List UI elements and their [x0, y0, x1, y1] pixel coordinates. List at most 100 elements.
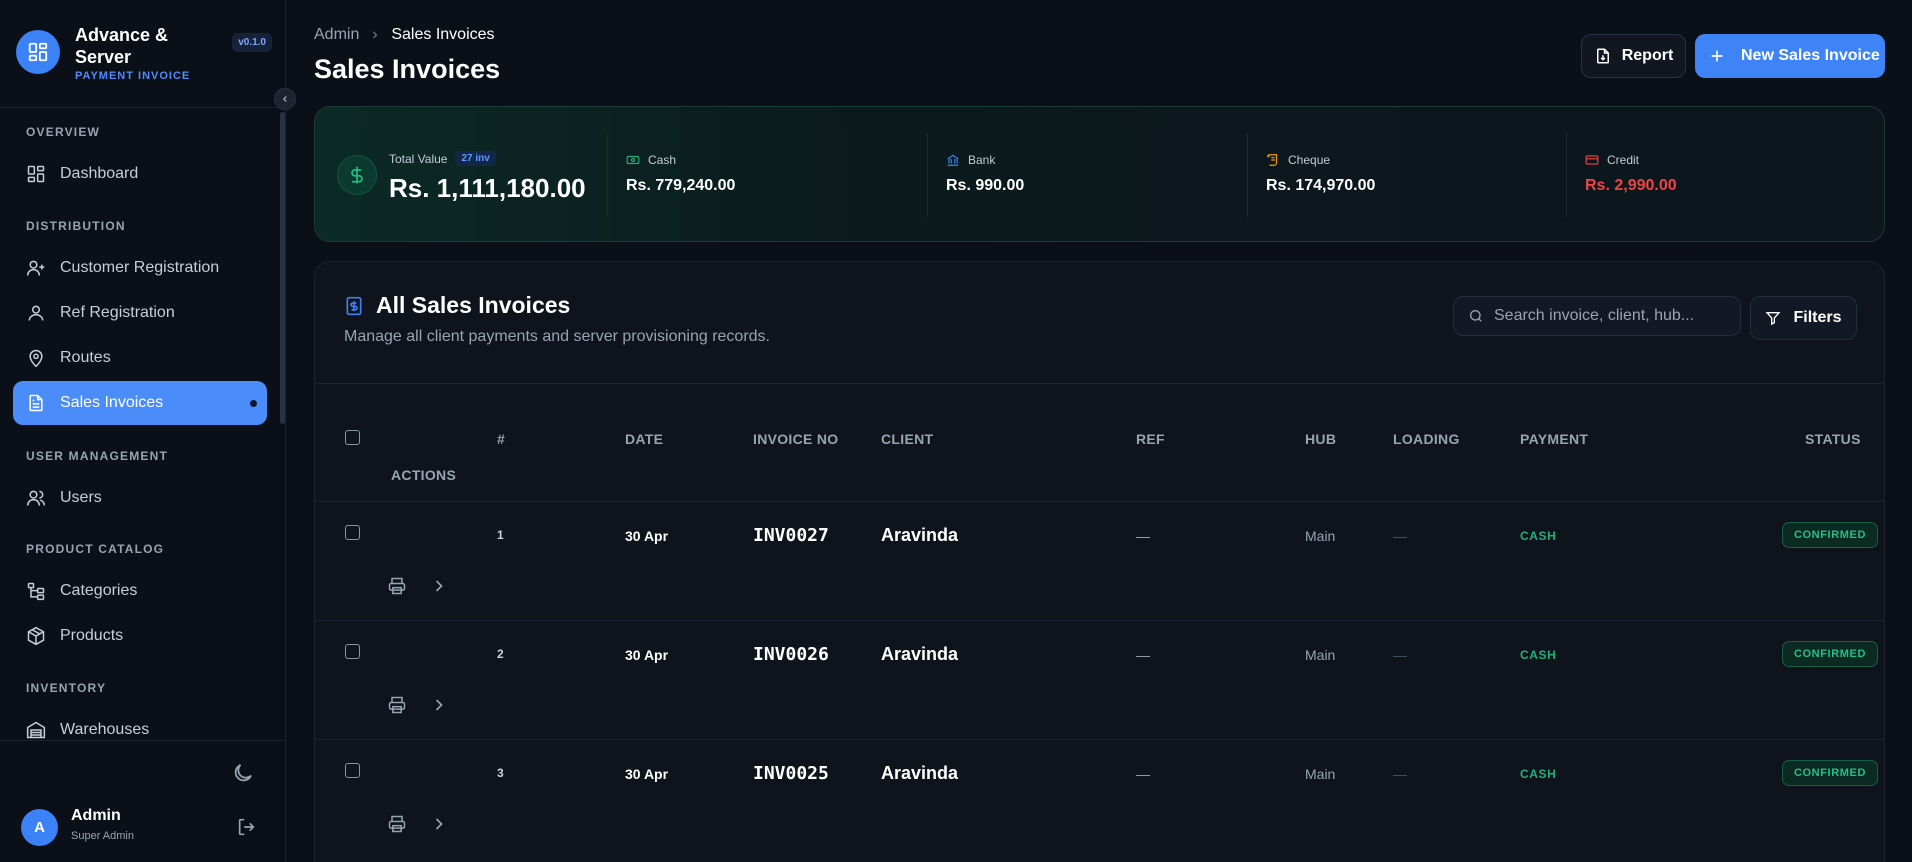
file-text-icon	[29, 394, 43, 412]
column-header-invoice[interactable]: INVOICE NO	[753, 431, 839, 447]
logout-icon[interactable]	[236, 816, 258, 838]
chevron-right-icon[interactable]	[429, 814, 449, 834]
row-ref: —	[1136, 766, 1150, 782]
row-payment: CASH	[1520, 529, 1557, 543]
row-checkbox[interactable]	[345, 525, 360, 540]
sidebar-item-users[interactable]: Users	[13, 476, 267, 520]
sidebar-item-label: Dashboard	[60, 165, 139, 182]
map-pin-icon	[29, 349, 43, 368]
section-title-distribution: DISTRIBUTION	[26, 219, 126, 233]
section-title-inventory: INVENTORY	[26, 681, 107, 695]
status-badge: CONFIRMED	[1782, 760, 1878, 786]
row-divider	[315, 739, 1884, 740]
version-badge: v0.1.0	[232, 33, 272, 52]
search-icon	[1470, 310, 1482, 322]
row-ref: —	[1136, 647, 1150, 663]
sidebar-footer: A Admin Super Admin	[0, 740, 286, 862]
search-box[interactable]	[1453, 296, 1741, 336]
column-header-client[interactable]: CLIENT	[881, 431, 934, 447]
invoices-card: All Sales Invoices Manage all client pay…	[314, 261, 1885, 862]
stat-label: Bank	[946, 153, 995, 167]
avatar[interactable]: A	[21, 809, 58, 846]
sidebar-nav: OVERVIEW Dashboard DISTRIBUTION Customer…	[0, 108, 282, 740]
sidebar-item-categories[interactable]: Categories	[13, 569, 267, 613]
row-num: 2	[497, 647, 504, 661]
chevron-right-icon[interactable]	[429, 576, 449, 596]
chevron-right-icon[interactable]	[429, 695, 449, 715]
sidebar-item-label: Categories	[60, 582, 138, 599]
search-input[interactable]	[1494, 307, 1724, 325]
sidebar-item-ref-registration[interactable]: Ref Registration	[13, 291, 267, 335]
brand[interactable]: Advance & Server PAYMENT INVOICE v0.1.0	[16, 24, 272, 84]
row-date: 30 Apr	[625, 647, 669, 663]
sidebar-item-label: Customer Registration	[60, 259, 220, 276]
sidebar-collapse-button[interactable]	[274, 88, 296, 110]
column-header-date[interactable]: DATE	[625, 431, 664, 447]
sidebar-item-label: Sales Invoices	[60, 394, 164, 411]
new-sales-invoice-button[interactable]: New Sales Invoice	[1695, 34, 1885, 78]
brand-name: Advance & Server	[75, 25, 169, 67]
sidebar-item-label: Users	[60, 489, 102, 506]
row-ref: —	[1136, 528, 1150, 544]
total-value: Rs. 1,111,180.00	[389, 173, 586, 203]
printer-icon[interactable]	[387, 814, 407, 834]
row-hub: Main	[1305, 766, 1336, 782]
report-button[interactable]: Report	[1581, 34, 1686, 78]
row-num: 1	[497, 528, 504, 542]
stat-value: Rs. 174,970.00	[1266, 177, 1376, 194]
card-divider	[315, 383, 1884, 384]
row-checkbox[interactable]	[345, 763, 360, 778]
users-icon	[26, 490, 46, 506]
filters-button[interactable]: Filters	[1750, 296, 1857, 340]
row-client: Aravinda	[881, 644, 959, 664]
row-payment: CASH	[1520, 648, 1557, 662]
breadcrumb-root[interactable]: Admin	[314, 26, 360, 43]
chevron-left-icon	[282, 96, 287, 102]
sidebar-item-warehouses[interactable]: Warehouses	[13, 708, 267, 740]
status-badge: CONFIRMED	[1782, 522, 1878, 548]
card-title: All Sales Invoices	[344, 292, 570, 319]
column-header-num[interactable]: #	[497, 431, 506, 447]
stat-label: Cash	[626, 153, 676, 167]
row-divider	[315, 620, 1884, 621]
stat-value: Rs. 990.00	[946, 177, 1025, 194]
row-loading: —	[1393, 647, 1407, 663]
moon-icon[interactable]	[231, 761, 255, 785]
sidebar-item-customer-registration[interactable]: Customer Registration	[13, 246, 267, 290]
stat-value: Rs. 2,990.00	[1585, 177, 1677, 194]
sidebar-scrollbar[interactable]	[280, 112, 285, 424]
banknote-icon	[626, 155, 640, 165]
column-header-actions: ACTIONS	[391, 467, 457, 483]
brand-divider	[0, 107, 286, 108]
sidebar-item-sales-invoices[interactable]: Sales Invoices	[13, 381, 267, 425]
user-plus-icon	[26, 260, 45, 276]
credit-card-icon	[1585, 155, 1599, 165]
user-name: Admin	[71, 807, 121, 824]
sidebar-item-products[interactable]: Products	[13, 614, 267, 658]
stat-bank: Bank Rs. 990.00	[927, 133, 1247, 217]
payment-summary: Total Value 27 inv Rs. 1,111,180.00 Cash…	[314, 106, 1885, 242]
column-header-loading[interactable]: LOADING	[1393, 431, 1460, 447]
column-header-ref[interactable]: REF	[1136, 431, 1165, 447]
column-header-payment[interactable]: PAYMENT	[1520, 431, 1589, 447]
row-num: 3	[497, 766, 504, 780]
printer-icon[interactable]	[387, 695, 407, 715]
file-download-icon	[1596, 48, 1609, 64]
row-client: Aravinda	[881, 763, 959, 783]
column-header-status[interactable]: STATUS	[1805, 431, 1861, 447]
row-loading: —	[1393, 528, 1407, 544]
row-invoice-no[interactable]: INV0027	[753, 525, 829, 546]
column-header-hub[interactable]: HUB	[1305, 431, 1337, 447]
row-invoice-no[interactable]: INV0026	[753, 644, 829, 665]
box-icon	[27, 626, 45, 646]
printer-icon[interactable]	[387, 576, 407, 596]
select-all-checkbox[interactable]	[345, 430, 360, 445]
dollar-icon	[337, 155, 377, 195]
sidebar-item-routes[interactable]: Routes	[13, 336, 267, 380]
row-checkbox[interactable]	[345, 644, 360, 659]
plus-icon	[1711, 50, 1723, 62]
stat-label-text: Cash	[648, 153, 677, 167]
invoice-count-badge: 27 inv	[455, 151, 496, 166]
sidebar-item-dashboard[interactable]: Dashboard	[13, 152, 267, 196]
row-invoice-no[interactable]: INV0025	[753, 763, 829, 784]
